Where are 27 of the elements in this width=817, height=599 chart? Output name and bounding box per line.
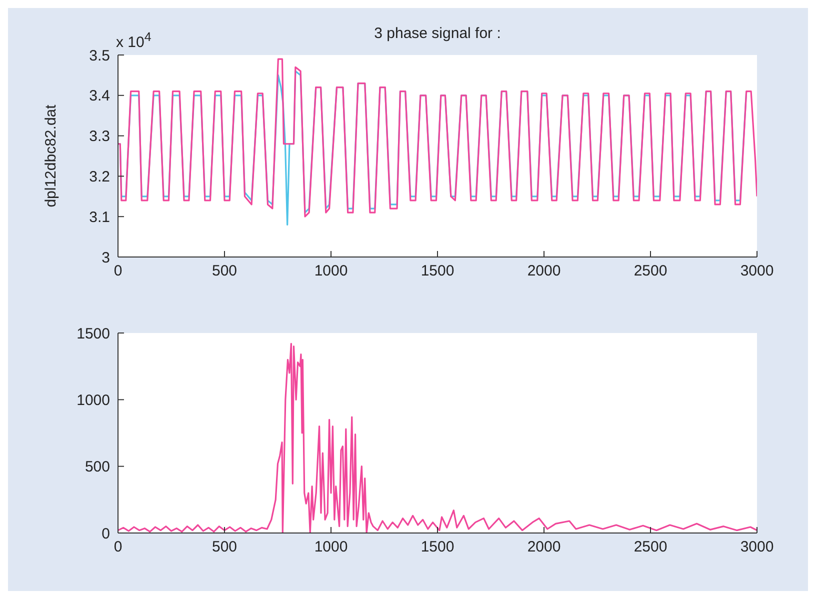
x-tick-label: 3000 — [740, 538, 774, 556]
x-tick-label: 2500 — [634, 262, 668, 280]
x-tick-label: 500 — [212, 538, 238, 556]
y-tick-label: 3.4 — [89, 88, 110, 105]
y-tick-label: 1500 — [76, 325, 110, 342]
x-tick-label: 1000 — [314, 538, 348, 556]
x-tick-label: 500 — [212, 262, 238, 280]
y-tick-label: 0 — [102, 525, 110, 542]
y-tick-label: 3.3 — [89, 128, 110, 146]
x-tick-label: 1000 — [314, 262, 348, 280]
x-tick-label: 3000 — [740, 262, 774, 280]
y-tick-label: 500 — [84, 458, 110, 476]
x-tick-label: 0 — [114, 262, 122, 280]
y-tick-label: 3 — [102, 249, 110, 266]
y-tick-label: 3.1 — [89, 208, 110, 226]
x-tick-label: 2500 — [634, 538, 668, 556]
x-tick-label: 2000 — [527, 262, 561, 280]
x-tick-label: 1500 — [420, 262, 454, 280]
text: x 10$^{4}$ — [116, 30, 152, 51]
y-tick-label: 3.2 — [89, 168, 110, 186]
chart-title: 3 phase signal for : — [374, 25, 501, 42]
x-tick-label: 1500 — [420, 538, 454, 556]
x-tick-label: 0 — [114, 538, 122, 556]
y-axis-title: dpl12dbc82.dat — [42, 104, 60, 208]
y-tick-label: 1000 — [76, 392, 110, 409]
y-tick-label: 3.5 — [89, 47, 110, 64]
x-tick-label: 2000 — [527, 538, 561, 556]
